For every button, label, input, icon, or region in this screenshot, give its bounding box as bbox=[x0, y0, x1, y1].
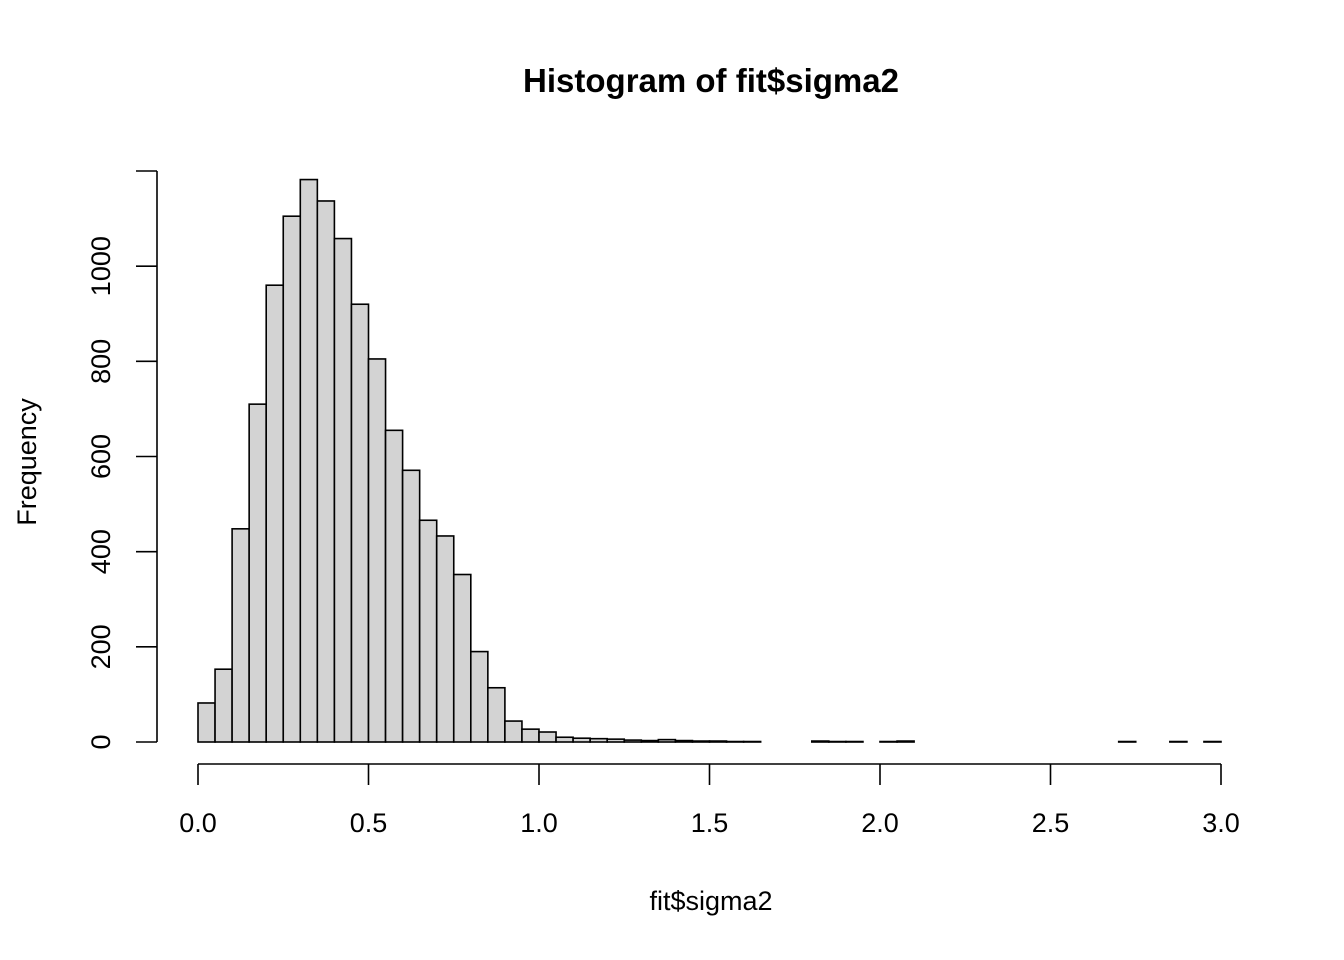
y-axis: 0 200 400 600 800 1000 bbox=[86, 170, 158, 750]
histogram-bar bbox=[504, 720, 523, 743]
histogram-bar bbox=[452, 573, 472, 743]
histogram-bar bbox=[555, 736, 574, 743]
histogram-bar bbox=[657, 738, 677, 743]
histogram-bar bbox=[231, 528, 250, 743]
y-tick-label: 0 bbox=[86, 734, 116, 749]
histogram-bar bbox=[333, 237, 353, 743]
bars-group bbox=[197, 178, 1222, 743]
histogram-bar bbox=[282, 215, 302, 743]
histogram-bar bbox=[708, 740, 728, 743]
histogram-bar bbox=[299, 178, 319, 743]
x-tick-label: 1.5 bbox=[691, 808, 729, 838]
x-axis-label: fit$sigma2 bbox=[649, 886, 772, 916]
histogram-bar bbox=[640, 739, 660, 743]
histogram-bar bbox=[418, 519, 438, 743]
x-tick-label: 2.0 bbox=[861, 808, 899, 838]
histogram-bar bbox=[606, 738, 626, 743]
histogram-bar bbox=[367, 358, 387, 743]
histogram-bar bbox=[265, 284, 285, 743]
x-tick-label: 2.5 bbox=[1032, 808, 1070, 838]
x-tick-label: 1.0 bbox=[520, 808, 558, 838]
x-tick-label: 0.5 bbox=[350, 808, 388, 838]
histogram-bar bbox=[810, 740, 830, 743]
histogram-bar bbox=[589, 737, 609, 743]
x-tick-label: 3.0 bbox=[1202, 808, 1240, 838]
histogram-bar bbox=[316, 200, 336, 743]
histogram-bar bbox=[214, 668, 233, 743]
y-tick-label: 800 bbox=[86, 339, 116, 384]
x-axis: 0.0 0.5 1.0 1.5 2.0 2.5 3.0 bbox=[179, 763, 1240, 838]
histogram-bar bbox=[197, 702, 216, 743]
histogram-bar bbox=[674, 739, 694, 743]
histogram-bar bbox=[572, 737, 591, 743]
histogram-bar bbox=[248, 403, 267, 743]
histogram-bar bbox=[623, 739, 643, 743]
histogram-bar bbox=[538, 731, 557, 743]
y-tick-label: 400 bbox=[86, 529, 116, 574]
y-tick-label: 600 bbox=[86, 434, 116, 479]
y-tick-label: 1000 bbox=[86, 236, 116, 296]
y-axis-label: Frequency bbox=[12, 398, 42, 526]
histogram-bar bbox=[401, 469, 421, 743]
histogram-bar bbox=[350, 303, 370, 743]
y-tick-label: 200 bbox=[86, 624, 116, 669]
histogram-bar bbox=[521, 728, 540, 743]
histogram-bar bbox=[691, 740, 711, 743]
histogram-bar bbox=[487, 686, 506, 743]
x-tick-label: 0.0 bbox=[179, 808, 217, 838]
histogram-bar bbox=[896, 740, 915, 743]
histogram-bar bbox=[435, 535, 455, 743]
chart-title: Histogram of fit$sigma2 bbox=[523, 62, 899, 99]
histogram-bar bbox=[384, 429, 404, 743]
histogram-bar bbox=[469, 650, 489, 743]
